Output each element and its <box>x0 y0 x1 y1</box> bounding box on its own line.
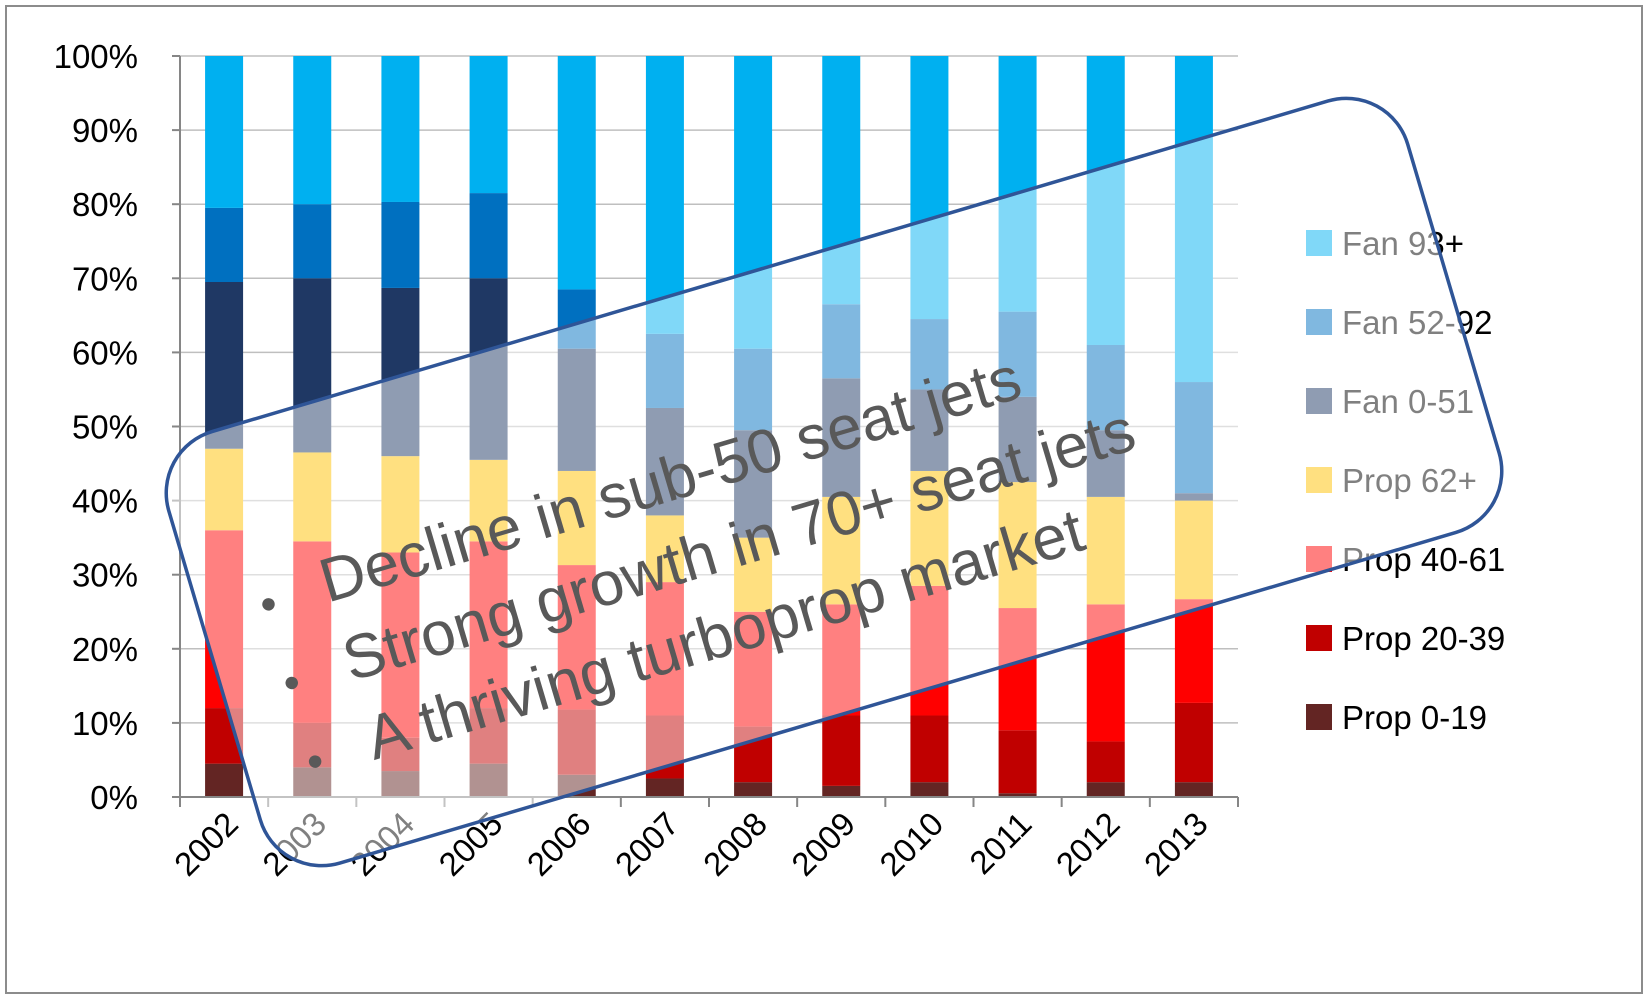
y-tick-label: 20% <box>72 631 138 668</box>
y-tick-label: 0% <box>90 779 138 816</box>
y-tick-label: 40% <box>72 483 138 520</box>
bar-segment <box>822 785 861 797</box>
legend-swatch <box>1306 704 1332 730</box>
bar-segment <box>1174 702 1213 783</box>
bar-segment <box>1086 782 1125 797</box>
y-tick-label: 30% <box>72 557 138 594</box>
callout-frame <box>164 96 1504 868</box>
bar-segment <box>381 56 420 202</box>
y-tick-label: 100% <box>54 38 138 75</box>
bar-segment <box>910 715 949 783</box>
legend-label: Prop 20-39 <box>1342 620 1505 657</box>
bar-segment <box>1174 599 1213 703</box>
legend-swatch <box>1306 625 1332 651</box>
y-axis-tick-labels: 0% 10% 20% 30% 40% 50% 60% 70% 80% 90% 100% <box>54 38 138 816</box>
y-tick-label: 50% <box>72 409 138 446</box>
callout-box: • Decline in sub-50 seat jets • Strong g… <box>164 96 1504 868</box>
bar-segment <box>734 782 773 797</box>
bar-segment <box>293 204 332 279</box>
bar-segment <box>205 282 244 449</box>
bar-segment <box>1086 741 1125 783</box>
y-tick-label: 90% <box>72 112 138 149</box>
bar-segment <box>469 193 508 279</box>
bar-segment <box>381 201 420 288</box>
bar-segment <box>205 56 244 208</box>
y-tick-label: 80% <box>72 186 138 223</box>
bar-segment <box>205 207 244 283</box>
bar-segment <box>645 778 684 797</box>
bar-segment <box>205 763 244 797</box>
bar-segment <box>910 782 949 797</box>
y-tick-label: 60% <box>72 334 138 371</box>
y-tick-label: 10% <box>72 705 138 742</box>
bar-segment <box>645 56 684 334</box>
bar-segment <box>1174 782 1213 797</box>
legend-label: Prop 0-19 <box>1342 699 1487 736</box>
bar-segment <box>557 56 596 290</box>
bar-segment <box>822 715 861 786</box>
bar-segment <box>998 730 1037 794</box>
bar-segment <box>293 56 332 205</box>
y-tick-label: 70% <box>72 260 138 297</box>
bar-segment <box>469 56 508 194</box>
bar-segment <box>998 793 1037 797</box>
